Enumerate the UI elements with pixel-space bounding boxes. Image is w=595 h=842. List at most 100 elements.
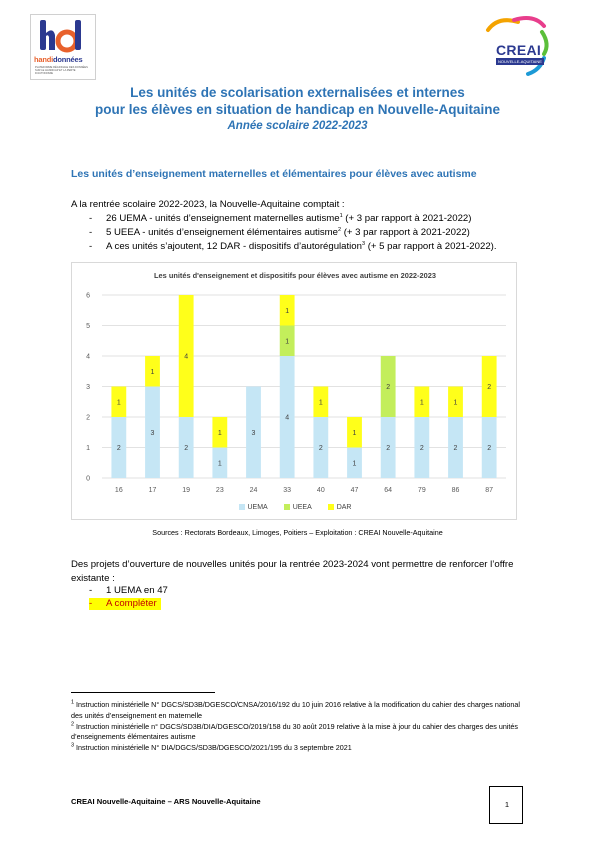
bar-segment-uema bbox=[448, 417, 463, 478]
bar-segment-uema bbox=[279, 356, 295, 478]
y-tick-label: 6 bbox=[86, 293, 90, 300]
bar-segment-ueea bbox=[279, 325, 295, 356]
data-label: 2 bbox=[117, 445, 121, 452]
data-label: 3 bbox=[151, 430, 155, 437]
footnote-2: 2 Instruction ministérielle n° DGCS/SD3B… bbox=[71, 721, 518, 742]
legend-swatch bbox=[283, 504, 290, 511]
data-label: 2 bbox=[420, 445, 424, 452]
bar-segment-dar bbox=[448, 386, 463, 417]
chart-sources: Sources : Rectorats Bordeaux, Limoges, P… bbox=[152, 528, 443, 537]
stacked-bar-chart: Les unités d'enseignement et dispositifs… bbox=[71, 262, 517, 520]
legend-swatch bbox=[238, 504, 245, 511]
data-label: 1 bbox=[319, 399, 323, 406]
bar-segment-dar bbox=[212, 417, 228, 448]
bar-segment-dar bbox=[111, 386, 127, 417]
page-title-line1: Les unités de scolarisation externalisée… bbox=[130, 85, 465, 100]
legend-item-ueea: UEEA bbox=[283, 504, 312, 511]
bullet-dash: - bbox=[89, 213, 93, 224]
data-label: 3 bbox=[252, 430, 256, 437]
chart-plot: 0123456211631172419112332441133214011472… bbox=[86, 293, 506, 494]
x-tick-label: 17 bbox=[149, 487, 157, 494]
data-label: 2 bbox=[386, 445, 390, 452]
handidonnees-wordmark: handidonnées bbox=[34, 55, 83, 64]
page-title-line2: pour les élèves en situation de handicap… bbox=[94, 102, 501, 117]
project-bullet-2-highlighted: - A compléter bbox=[89, 598, 161, 610]
bar-segment-uema bbox=[145, 386, 160, 478]
bar-segment-dar bbox=[481, 356, 497, 417]
bar-segment-uema bbox=[246, 386, 261, 478]
creai-wordmark: CREAI bbox=[496, 42, 542, 58]
data-label: 1 bbox=[218, 430, 222, 437]
legend-swatch bbox=[327, 504, 334, 511]
x-tick-label: 19 bbox=[182, 487, 190, 494]
bar-segment-dar bbox=[279, 295, 295, 326]
projects-text: Des projets d’ouverture de nouvelles uni… bbox=[71, 559, 514, 584]
data-label: 2 bbox=[487, 384, 491, 391]
x-tick-label: 86 bbox=[452, 487, 460, 494]
x-tick-label: 33 bbox=[283, 487, 291, 494]
data-label: 2 bbox=[184, 445, 188, 452]
footnotes: 1 Instruction ministérielle N° DGCS/SD3B… bbox=[71, 700, 526, 754]
page-subtitle: Année scolaire 2022-2023 bbox=[227, 120, 368, 132]
bar-segment-dar bbox=[178, 295, 194, 417]
data-label: 2 bbox=[386, 384, 390, 391]
bar-segment-uema bbox=[313, 417, 329, 478]
hd-letters-graphic bbox=[40, 20, 81, 53]
x-tick-label: 16 bbox=[115, 487, 123, 494]
bar-segment-uema bbox=[111, 417, 127, 478]
x-tick-label: 40 bbox=[317, 487, 325, 494]
data-label: 1 bbox=[285, 308, 289, 315]
bullet-text: 5 UEEA - unités d’enseignement élémentai… bbox=[106, 226, 470, 238]
bullet-text: 1 UEMA en 47 bbox=[106, 585, 168, 596]
y-tick-label: 0 bbox=[86, 476, 90, 483]
data-label: 1 bbox=[454, 399, 458, 406]
intro-text: A la rentrée scolaire 2022-2023, la Nouv… bbox=[71, 199, 345, 210]
data-label: 4 bbox=[184, 354, 188, 361]
footnote-ref: 2 bbox=[337, 226, 342, 233]
bullet-text: A ces unités s’ajoutent, 12 DAR - dispos… bbox=[106, 240, 497, 252]
bar-segment-uema bbox=[481, 417, 497, 478]
section-heading: Les unités d’enseignement maternelles et… bbox=[71, 168, 477, 180]
y-tick-label: 4 bbox=[86, 354, 90, 361]
data-label: 4 bbox=[285, 415, 289, 422]
data-label: 1 bbox=[218, 460, 222, 467]
data-label: 1 bbox=[285, 338, 289, 345]
footnote-ref: 1 bbox=[339, 212, 343, 219]
y-tick-label: 5 bbox=[86, 323, 90, 330]
y-tick-label: 2 bbox=[86, 415, 90, 422]
footnote-1: 1 Instruction ministérielle N° DGCS/SD3B… bbox=[71, 699, 520, 720]
page-number: 1 bbox=[504, 800, 510, 809]
legend-item-uema: UEMA bbox=[238, 504, 268, 511]
creai-region-band: NOUVELLE-AQUITAINE bbox=[496, 58, 544, 65]
bar-segment-dar bbox=[313, 386, 329, 417]
x-tick-label: 79 bbox=[418, 487, 426, 494]
data-label: 1 bbox=[353, 430, 357, 437]
bar-segment-dar bbox=[347, 417, 362, 448]
creai-logo: CREAI NOUVELLE-AQUITAINE bbox=[474, 14, 566, 78]
footnote-ref: 3 bbox=[361, 240, 366, 247]
legend-item-dar: DAR bbox=[327, 504, 351, 511]
bullet-dash: - bbox=[89, 598, 93, 609]
bullet-text: 26 UEMA - unités d’enseignement maternel… bbox=[106, 212, 472, 224]
bar-segment-uema bbox=[414, 417, 430, 478]
data-label: 1 bbox=[353, 460, 357, 467]
data-label: 1 bbox=[420, 399, 424, 406]
bullet-dash: - bbox=[89, 241, 93, 252]
x-tick-label: 87 bbox=[485, 487, 493, 494]
bar-segment-dar bbox=[414, 386, 430, 417]
bullet-text: A compléter bbox=[106, 598, 157, 609]
y-tick-label: 3 bbox=[86, 384, 90, 391]
x-tick-label: 24 bbox=[250, 487, 258, 494]
y-tick-label: 1 bbox=[86, 445, 90, 452]
bar-segment-dar bbox=[145, 356, 160, 387]
bar-segment-uema bbox=[380, 417, 396, 478]
chart-title: Les unités d'enseignement et dispositifs… bbox=[154, 271, 436, 280]
bar-segment-uema bbox=[347, 447, 362, 478]
page-footer: CREAI Nouvelle-Aquitaine – ARS Nouvelle-… bbox=[71, 797, 261, 806]
data-label: 1 bbox=[151, 369, 155, 376]
footnote-separator bbox=[71, 692, 215, 693]
bar-segment-ueea bbox=[380, 356, 396, 417]
x-tick-label: 23 bbox=[216, 487, 224, 494]
bar-segment-uema bbox=[178, 417, 194, 478]
footnote-3: 3 Instruction ministérielle N° DIA/DGCS/… bbox=[71, 742, 352, 753]
